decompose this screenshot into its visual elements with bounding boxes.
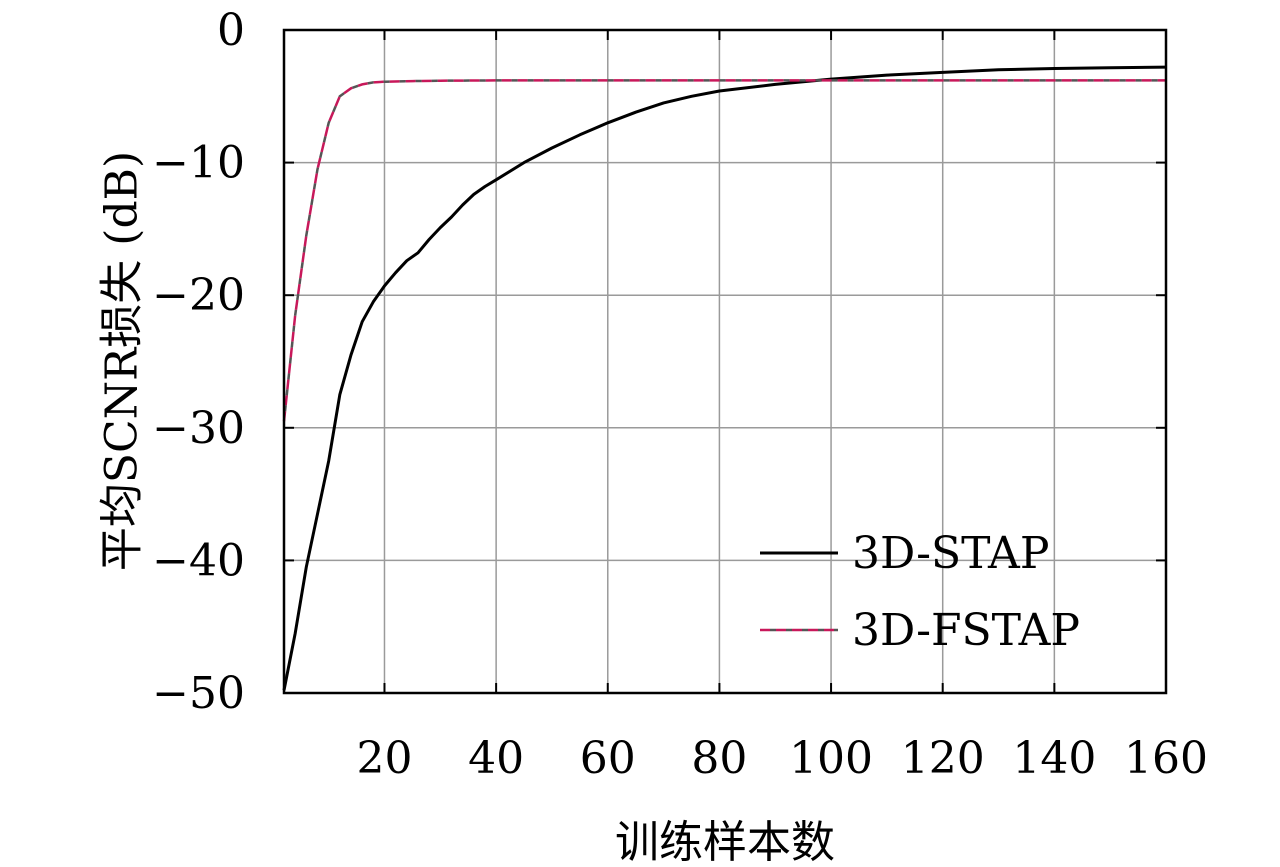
legend-label-3d-fstap: 3D-FSTAP	[852, 605, 1080, 656]
x-axis-title: 训练样本数	[615, 817, 835, 867]
axis-ticks	[284, 29, 1167, 694]
x-tick-label: 40	[468, 733, 524, 784]
y-axis-title: 平均SCNR损失 (dB)	[97, 151, 148, 571]
tick-labels: 20 40 60 80 100 120 140 160 0 −10 −20 −30 −40 −50	[152, 5, 1208, 784]
x-tick-label: 80	[691, 733, 747, 784]
x-tick-label: 20	[356, 733, 412, 784]
x-tick-label: 160	[1124, 733, 1208, 784]
y-tick-label: 0	[217, 5, 245, 56]
y-tick-label: −40	[152, 535, 245, 586]
y-tick-label: −30	[152, 403, 245, 454]
x-tick-label: 60	[580, 733, 636, 784]
y-tick-label: −20	[152, 270, 245, 321]
x-tick-label: 100	[789, 733, 873, 784]
x-tick-label: 120	[901, 733, 985, 784]
y-tick-label: −10	[152, 138, 245, 189]
plot-frame	[282, 28, 1168, 695]
y-tick-label: −50	[152, 668, 245, 719]
legend: 3D-STAP 3D-FSTAP	[760, 528, 1080, 656]
x-tick-label: 140	[1012, 733, 1096, 784]
series-line-3d-stap	[282, 65, 1167, 691]
legend-label-3d-stap: 3D-STAP	[852, 528, 1049, 579]
